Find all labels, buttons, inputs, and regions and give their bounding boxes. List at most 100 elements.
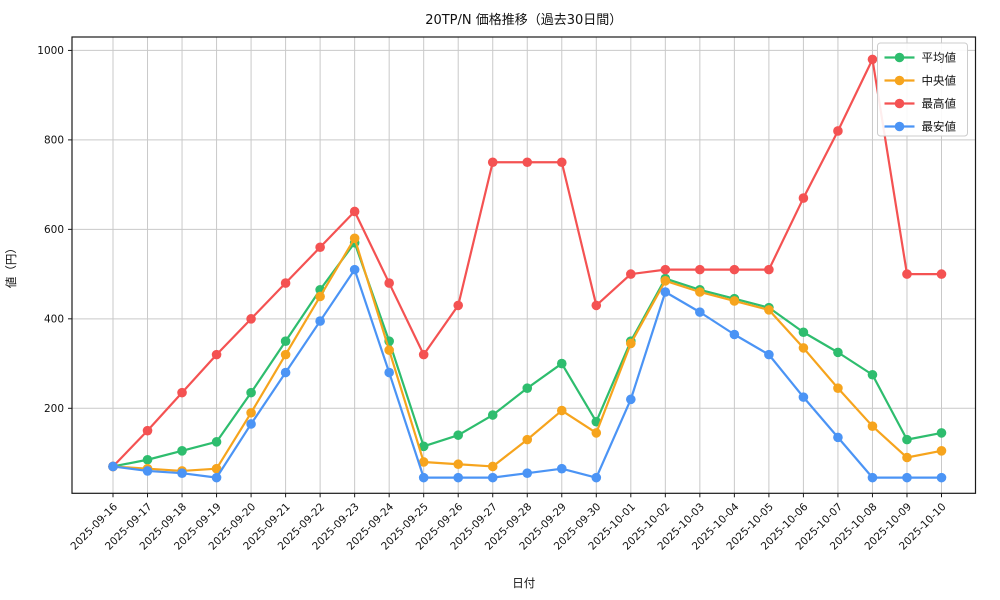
legend-marker-dot (894, 75, 905, 86)
data-point (349, 233, 360, 244)
data-point (177, 468, 187, 478)
data-point (453, 300, 464, 311)
data-point (315, 291, 325, 302)
data-point (798, 327, 809, 338)
data-point (867, 54, 878, 65)
data-point (729, 296, 740, 306)
data-point (626, 394, 636, 405)
data-point (315, 242, 325, 253)
data-point (695, 264, 705, 275)
data-point (591, 428, 602, 438)
data-point (695, 307, 705, 317)
data-point (246, 419, 256, 429)
data-point (418, 472, 429, 483)
data-point (246, 314, 256, 324)
data-point (936, 446, 947, 456)
data-point (211, 349, 222, 360)
x-axis-label: 日付 (512, 576, 535, 590)
data-point (349, 264, 360, 275)
data-point (764, 264, 774, 275)
data-point (936, 472, 947, 483)
data-point (108, 461, 118, 472)
data-point (522, 468, 533, 478)
legend-label: 平均値 (922, 51, 957, 65)
data-point (833, 383, 843, 393)
data-point (902, 434, 912, 445)
data-point (591, 472, 602, 483)
data-point (798, 193, 809, 203)
data-point (867, 421, 878, 431)
data-point (867, 472, 878, 483)
data-point (764, 305, 774, 315)
data-point (522, 383, 533, 393)
legend-label: 最安値 (922, 120, 957, 134)
data-point (487, 410, 498, 420)
legend-box (877, 42, 968, 137)
data-point (556, 157, 567, 168)
y-tick-label: 400 (44, 313, 64, 325)
data-point (764, 349, 774, 360)
data-point (315, 316, 325, 326)
data-point (418, 349, 429, 360)
data-point (142, 466, 153, 476)
data-point (280, 367, 291, 378)
data-point (936, 428, 947, 438)
legend-label: 中央値 (922, 74, 957, 88)
data-point (936, 269, 947, 279)
data-point (384, 367, 394, 378)
data-point (418, 457, 429, 467)
data-point (177, 387, 187, 398)
data-point (211, 472, 222, 483)
data-point (660, 287, 671, 297)
data-point (626, 269, 636, 279)
data-point (246, 387, 256, 398)
data-point (729, 329, 740, 340)
legend-label: 最高値 (922, 97, 957, 111)
data-point (729, 264, 740, 275)
data-point (833, 347, 843, 358)
data-point (833, 432, 843, 443)
data-point (384, 278, 394, 288)
data-point (453, 459, 464, 470)
data-point (349, 206, 360, 217)
data-point (660, 276, 671, 286)
data-point (487, 472, 498, 483)
data-point (556, 405, 567, 416)
y-tick-label: 600 (44, 224, 64, 236)
data-point (487, 157, 498, 168)
data-point (211, 437, 222, 447)
data-point (211, 463, 222, 474)
data-point (867, 369, 878, 380)
data-point (591, 300, 602, 311)
data-point (798, 392, 809, 402)
data-point (177, 446, 187, 456)
y-axis-label: 値（円） (4, 242, 18, 288)
legend-marker-dot (894, 98, 905, 109)
data-point (142, 425, 153, 436)
y-tick-label: 200 (44, 403, 64, 415)
data-point (902, 472, 912, 483)
data-point (487, 461, 498, 472)
data-point (522, 157, 533, 168)
data-point (556, 358, 567, 369)
data-point (384, 345, 394, 355)
data-point (280, 349, 291, 360)
data-point (246, 407, 256, 418)
data-point (556, 463, 567, 474)
legend-marker-dot (894, 52, 905, 63)
legend-marker-dot (894, 121, 905, 132)
data-point (798, 343, 809, 353)
data-point (418, 441, 429, 452)
y-tick-label: 800 (44, 134, 64, 146)
data-point (453, 430, 464, 440)
data-point (833, 126, 843, 136)
data-point (695, 287, 705, 297)
data-point (660, 264, 671, 275)
data-point (902, 452, 912, 463)
plot-area (72, 37, 976, 494)
data-point (280, 336, 291, 347)
data-point (142, 454, 153, 465)
data-point (522, 434, 533, 445)
